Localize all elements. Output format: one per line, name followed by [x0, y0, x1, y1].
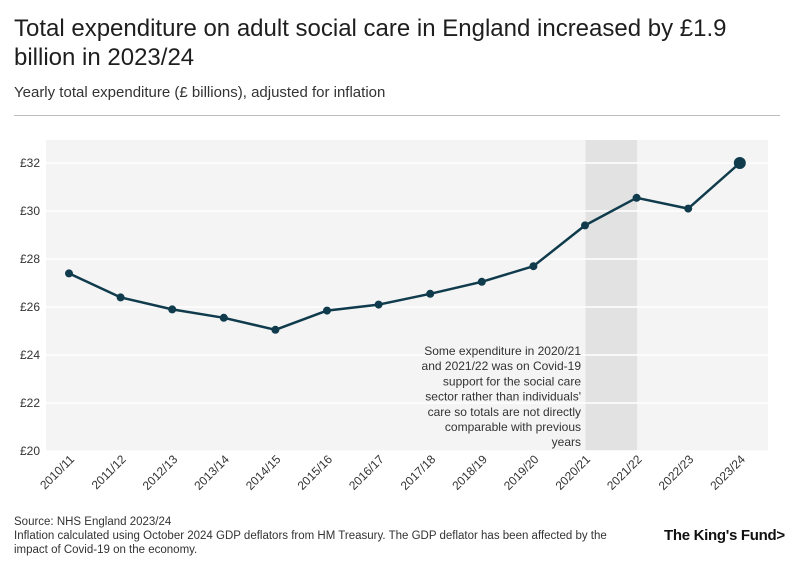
data-point	[477, 277, 486, 286]
data-point	[219, 313, 228, 322]
x-tick-label: 2023/24	[707, 452, 748, 493]
annotation-line: comparable with previous	[445, 420, 581, 434]
data-point	[116, 293, 125, 302]
plot-background	[46, 140, 768, 451]
y-tick-label: £22	[20, 396, 40, 410]
annotation-line: and 2021/22 was on Covid-19	[422, 359, 582, 373]
source-note: Source: NHS England 2023/24	[14, 516, 172, 528]
data-point	[65, 269, 73, 278]
annotation-line: support for the social care	[443, 374, 581, 388]
y-tick-label: £26	[20, 300, 40, 314]
y-tick-label: £24	[20, 348, 40, 362]
x-tick-label: 2021/22	[604, 452, 645, 493]
annotation-line: sector rather than individuals'	[425, 390, 581, 404]
y-tick-label: £32	[20, 156, 40, 170]
x-tick-label: 2020/21	[553, 452, 594, 493]
chart-subtitle: Yearly total expenditure (£ billions), a…	[14, 84, 386, 101]
y-tick-label: £28	[20, 252, 40, 266]
annotation-line: Some expenditure in 2020/21	[424, 344, 581, 358]
data-point	[581, 221, 589, 230]
kings-fund-logo: The King's Fund>	[664, 527, 785, 544]
x-tick-label: 2010/11	[37, 452, 77, 492]
x-tick-label: 2017/18	[398, 452, 439, 493]
x-tick-label: 2011/12	[89, 452, 129, 492]
data-point	[323, 306, 331, 315]
data-point	[529, 262, 538, 271]
title-divider	[14, 115, 780, 116]
data-point	[426, 289, 435, 298]
line-chart: £20 £22 £24 £26 £28 £30 £32 2010/11 2011/12 2012/…	[20, 140, 768, 493]
chart-title: Total expenditure on adult social care i…	[14, 15, 727, 71]
x-tick-label: 2022/23	[656, 452, 697, 493]
data-point	[374, 300, 383, 309]
annotation-line: care so totals are not directly	[428, 405, 581, 419]
data-point	[684, 204, 693, 213]
x-tick-label: 2016/17	[346, 452, 387, 493]
chart-footer: Source: NHS England 2023/24 Inflation ca…	[14, 515, 634, 557]
x-tick-label: 2014/15	[243, 452, 284, 493]
data-point	[168, 305, 177, 314]
data-point-latest	[733, 157, 746, 169]
data-point	[632, 193, 641, 202]
x-tick-label: 2018/19	[449, 452, 490, 493]
x-tick-label: 2019/20	[501, 452, 542, 493]
inflation-note: Inflation calculated using October 2024 …	[14, 530, 607, 556]
y-tick-label: £20	[20, 444, 40, 458]
covid-shaded-region	[585, 140, 638, 451]
x-tick-label: 2013/14	[191, 452, 232, 493]
y-tick-label: £30	[20, 204, 40, 218]
data-point	[271, 325, 280, 334]
x-tick-label: 2015/16	[295, 452, 336, 493]
x-tick-label: 2012/13	[140, 452, 181, 493]
annotation-line: years	[552, 435, 581, 449]
series-line	[68, 162, 741, 332]
